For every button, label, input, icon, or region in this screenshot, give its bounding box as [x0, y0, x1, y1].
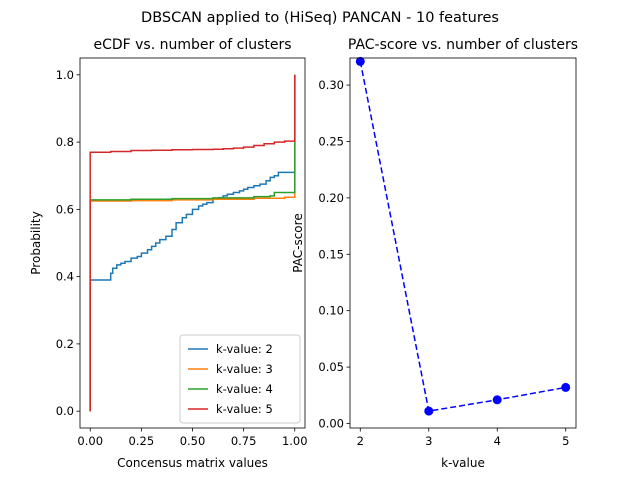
ecdf-y-label: Probability	[29, 211, 43, 274]
pac-y-tick-label: 0.15	[318, 247, 344, 261]
ecdf-legend-label: k-value: 2	[216, 342, 273, 356]
ecdf-y-tick-label: 0.0	[56, 404, 74, 418]
ecdf-chart: eCDF vs. number of clusters 0.00 0.25 0.50…	[29, 37, 308, 470]
ecdf-y-tick-label: 0.8	[56, 135, 74, 149]
pac-point	[492, 395, 502, 405]
pac-y-tick-label: 0.10	[318, 304, 344, 318]
pac-x-tick-label: 5	[562, 434, 569, 448]
pac-x-axis: 2 3 4 5	[357, 428, 569, 448]
pac-chart-title: PAC-score vs. number of clusters	[348, 37, 578, 53]
pac-plot-area	[350, 58, 576, 428]
pac-x-tick-label: 3	[425, 434, 432, 448]
pac-point	[424, 406, 434, 416]
ecdf-x-tick-label: 0.00	[77, 434, 103, 448]
ecdf-series-line-k5	[89, 74, 296, 412]
pac-y-tick-label: 0.20	[318, 191, 344, 205]
ecdf-series-line-k4	[89, 74, 296, 412]
ecdf-plot-frame	[79, 57, 306, 429]
ecdf-legend-label: k-value: 5	[216, 402, 273, 416]
ecdf-legend-label: k-value: 3	[216, 362, 273, 376]
pac-chart: PAC-score vs. number of clusters 2 3 4 5 0.…	[291, 37, 578, 470]
ecdf-y-axis: 0.0 0.2 0.4 0.6 0.8 1.0	[56, 68, 80, 418]
pac-series	[355, 56, 571, 416]
ecdf-legend-label: k-value: 4	[216, 382, 273, 396]
pac-y-label: PAC-score	[291, 213, 305, 272]
pac-y-tick-label: 0.30	[318, 78, 344, 92]
pac-plot-frame	[349, 57, 577, 429]
ecdf-chart-title: eCDF vs. number of clusters	[93, 37, 291, 53]
ecdf-x-tick-label: 0.25	[129, 434, 155, 448]
pac-series-line	[359, 61, 566, 412]
ecdf-x-axis: 0.00 0.25 0.50 0.75 1.00	[77, 428, 308, 448]
pac-point	[355, 56, 365, 66]
ecdf-legend: k-value: 2 k-value: 3 k-value: 4 k-value: 5	[179, 334, 301, 424]
ecdf-series-line-k2	[89, 74, 296, 412]
pac-y-axis: 0.00 0.05 0.10 0.15 0.20 0.25 0.30	[318, 78, 350, 430]
ecdf-x-tick-label: 0.75	[231, 434, 257, 448]
ecdf-x-tick-label: 1.00	[282, 434, 308, 448]
ecdf-y-tick-label: 1.0	[56, 68, 74, 82]
ecdf-x-label: Concensus matrix values	[117, 456, 268, 470]
ecdf-x-tick-label: 0.50	[180, 434, 206, 448]
pac-y-tick-label: 0.05	[318, 360, 344, 374]
ecdf-series-lines	[89, 74, 296, 412]
ecdf-y-tick-label: 0.6	[56, 202, 74, 216]
ecdf-y-tick-label: 0.4	[56, 270, 74, 284]
pac-y-tick-label: 0.00	[318, 416, 344, 430]
pac-x-label: k-value	[441, 456, 485, 470]
pac-x-tick-label: 2	[357, 434, 364, 448]
pac-x-tick-label: 4	[494, 434, 501, 448]
ecdf-y-tick-label: 0.2	[56, 337, 74, 351]
pac-point	[561, 382, 571, 392]
figure-suptitle: DBSCAN applied to (HiSeq) PANCAN - 10 fe…	[141, 10, 499, 26]
ecdf-legend-box	[179, 334, 301, 424]
pac-y-tick-label: 0.25	[318, 134, 344, 148]
